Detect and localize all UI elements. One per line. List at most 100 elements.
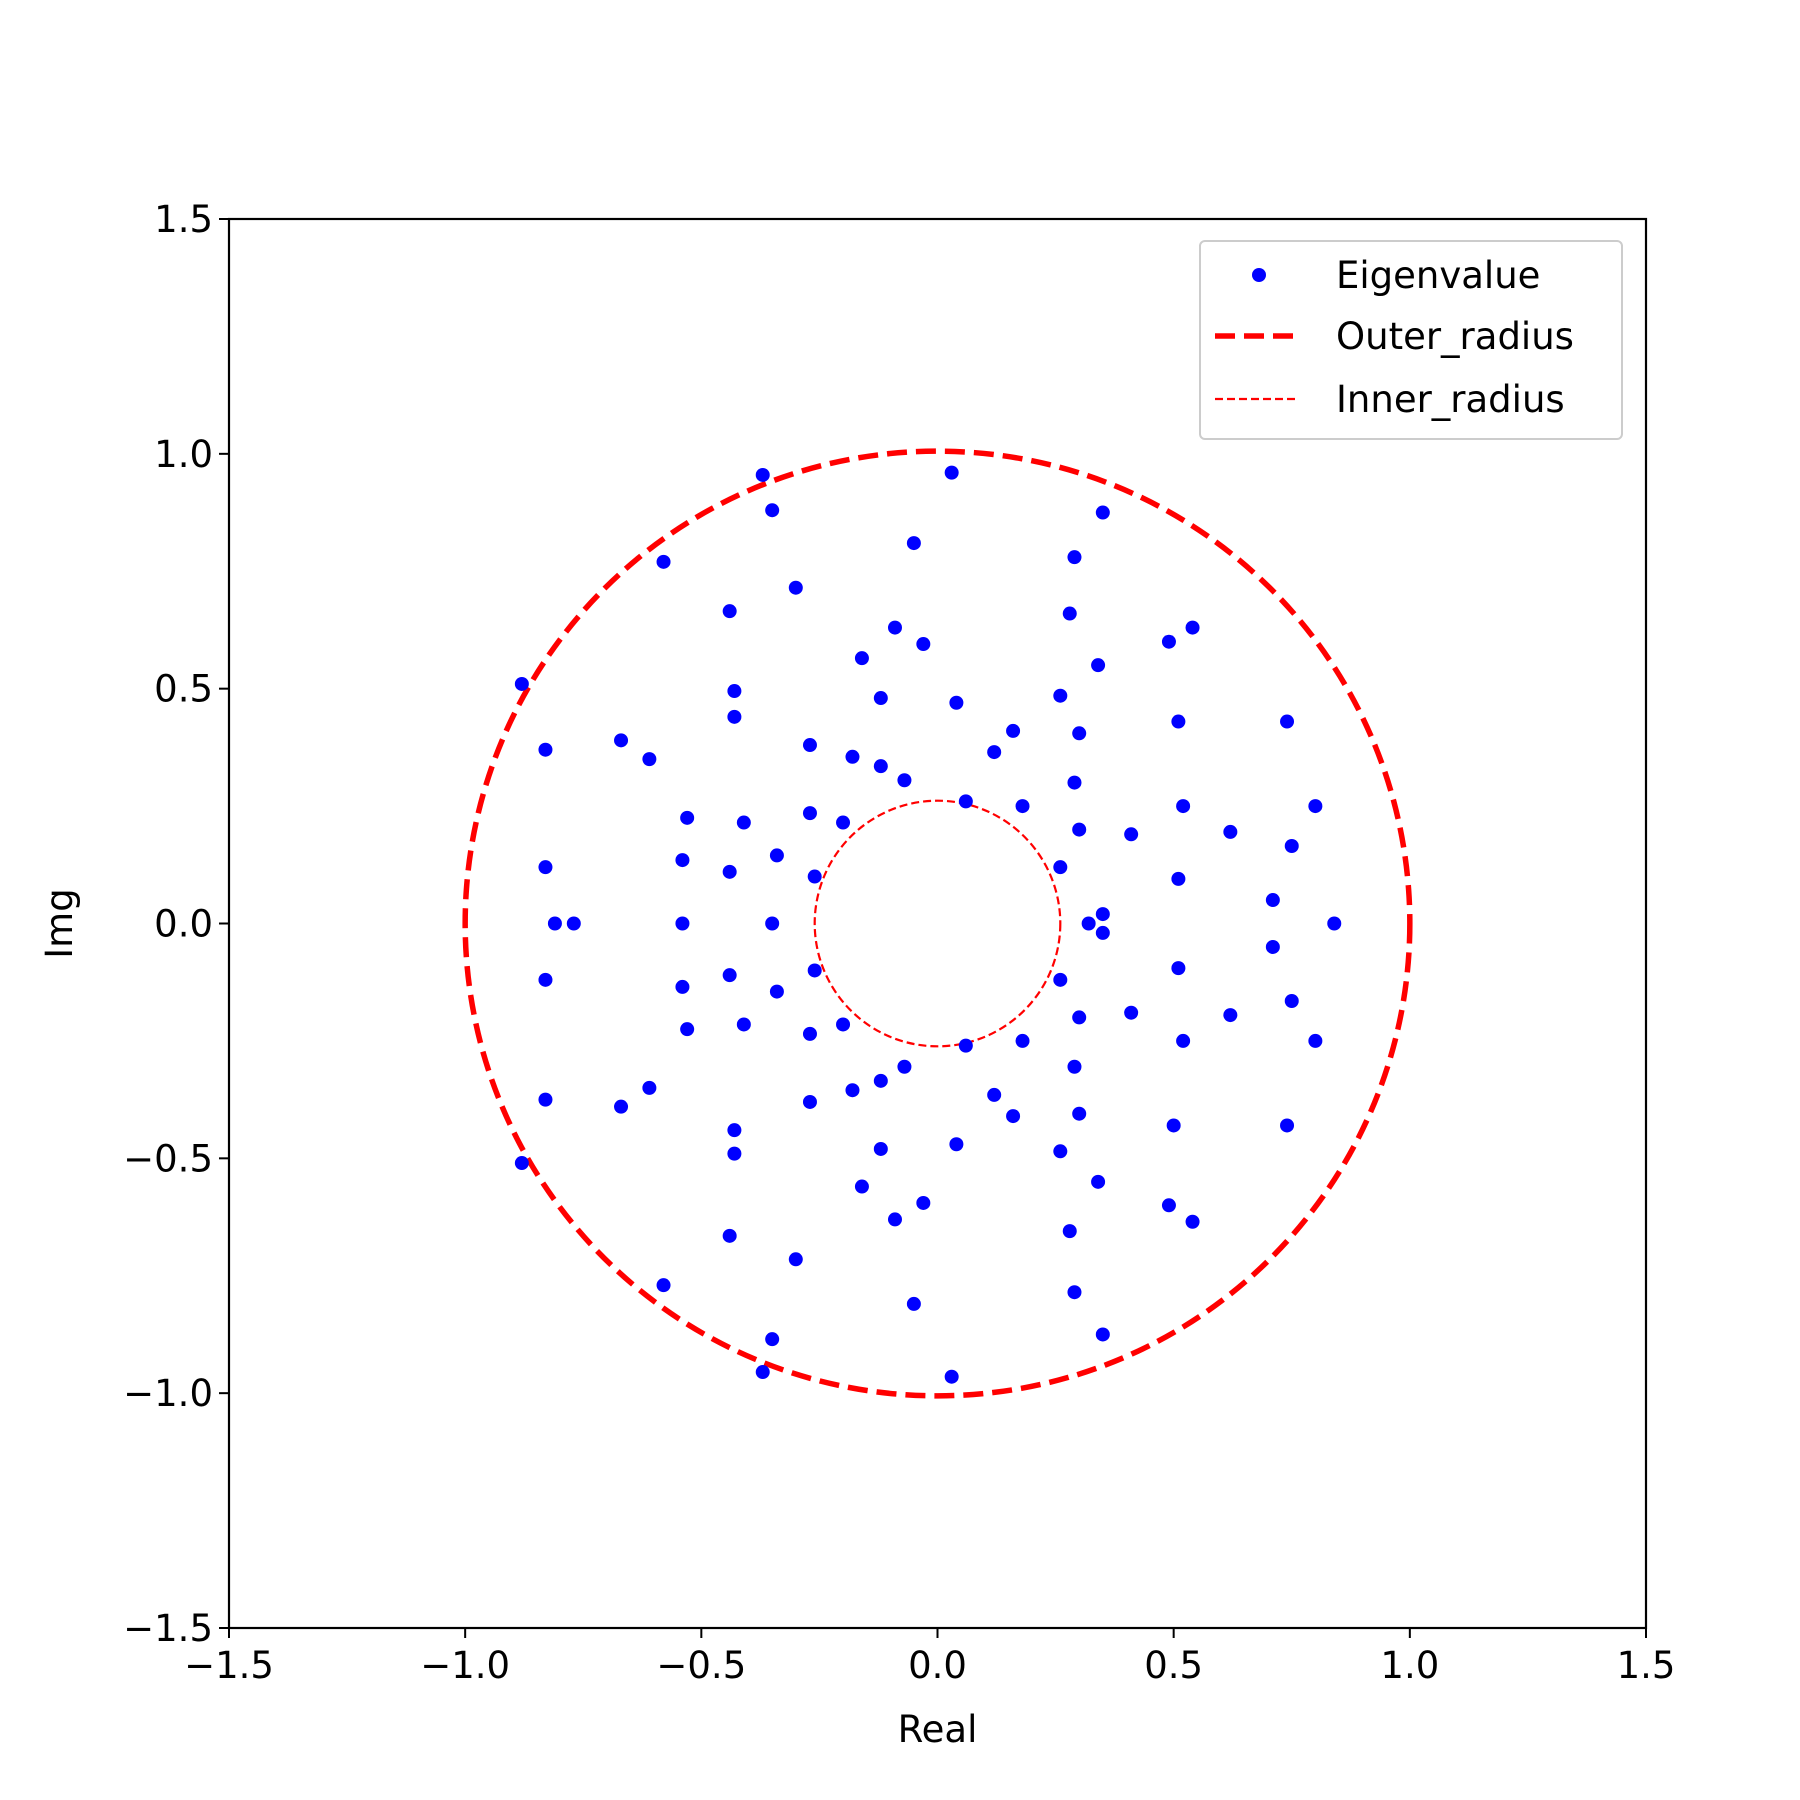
eigenvalue-point [1176,799,1191,814]
eigenvalue-point [887,620,902,635]
eigenvalue-point [1053,860,1068,875]
legend-label-outer-radius: Outer_radius [1336,315,1574,358]
eigenvalue-point [1072,1010,1087,1025]
y-tick-label: 0.5 [154,668,213,711]
eigenvalue-point [1161,1198,1176,1213]
eigenvalue-point [514,1156,529,1171]
x-tick-label: 1.5 [1617,1644,1676,1687]
eigenvalue-point [845,749,860,764]
eigenvalue-point [675,853,690,868]
eigenvalue-point [1091,1174,1106,1189]
y-tick-label: −0.5 [123,1137,213,1180]
eigenvalue-point [788,580,803,595]
x-tick-label: −0.5 [656,1644,746,1687]
eigenvalue-point [916,637,931,652]
eigenvalue-point [906,536,921,551]
y-tick-label: 1.0 [154,433,213,476]
eigenvalue-point [1095,907,1110,922]
eigenvalue-point [727,684,742,699]
eigenvalue-point [675,979,690,994]
eigenvalue-point [854,651,869,666]
eigenvalue-point [807,869,822,884]
eigenvalue-point [1053,972,1068,987]
eigenvalue-point [897,773,912,788]
eigenvalue-point [897,1059,912,1074]
eigenvalue-point [1166,1118,1181,1133]
x-tick-label: 0.5 [1144,1644,1203,1687]
eigenvalue-point [1171,961,1186,976]
eigenvalue-point [642,1080,657,1095]
eigenvalue-point [949,1137,964,1152]
x-tick-label: −1.0 [420,1644,510,1687]
y-tick-label: −1.0 [123,1372,213,1415]
eigenvalue-point [1171,871,1186,886]
eigenvalue-point [538,1092,553,1107]
eigenvalue-point [1265,939,1280,954]
eigenvalue-points [514,465,1342,1384]
eigenvalue-point [1053,1144,1068,1159]
eigenvalue-point [958,794,973,809]
eigenvalue-point [765,503,780,518]
eigenvalue-point [845,1083,860,1098]
eigenvalue-point [802,806,817,821]
eigenvalue-point [1081,916,1096,931]
eigenvalue-point [1176,1033,1191,1048]
eigenvalue-point [1185,1214,1200,1229]
legend-label-eigenvalue: Eigenvalue [1336,254,1540,297]
eigenvalue-point [722,1228,737,1243]
eigenvalue-point [1091,658,1106,673]
eigenvalue-point [722,864,737,879]
eigenvalue-point [614,733,629,748]
eigenvalue-point [836,815,851,830]
eigenvalue-point [788,1252,803,1267]
eigenvalue-point [836,1017,851,1032]
eigenvalue-point [1067,1285,1082,1300]
eigenvalue-point [916,1195,931,1210]
eigenvalue-point [765,916,780,931]
eigenvalue-point [1171,714,1186,729]
eigenvalue-point [1067,1059,1082,1074]
eigenvalue-point [873,691,888,706]
eigenvalue-point [906,1296,921,1311]
eigenvalue-point [1308,799,1323,814]
eigenvalue-point [1327,916,1342,931]
y-tick-label: 1.5 [154,198,213,241]
eigenvalue-point [538,860,553,875]
eigenvalue-point [727,1123,742,1138]
x-tick-label: 1.0 [1380,1644,1439,1687]
eigenvalue-point [722,968,737,983]
eigenvalue-point [873,1141,888,1156]
eigenvalue-point [1284,839,1299,854]
y-axis-label: Img [38,888,81,958]
eigenvalue-point [1280,1118,1295,1133]
eigenvalue-point [656,554,671,569]
legend-label-inner-radius: Inner_radius [1336,378,1565,421]
eigenvalue-point [1015,799,1030,814]
eigenvalue-point [1280,714,1295,729]
eigenvalue-point [1053,688,1068,703]
x-tick-label: 0.0 [908,1644,967,1687]
eigenvalue-point [727,1146,742,1161]
eigenvalue-point [769,848,784,863]
eigenvalue-point [1067,550,1082,565]
eigenvalue-point [944,1369,959,1384]
eigenvalue-point [614,1099,629,1114]
eigenvalue-point [1223,824,1238,839]
eigenvalue-point [566,916,581,931]
eigenvalue-point [802,738,817,753]
eigenvalue-point [769,984,784,999]
eigenvalue-point [1284,993,1299,1008]
eigenvalue-point [1095,505,1110,520]
eigenvalue-point [1072,822,1087,837]
eigenvalue-point [1072,726,1087,741]
eigenvalue-point [873,759,888,774]
eigenvalue-point [1006,723,1021,738]
eigenvalue-point [736,815,751,830]
eigenvalue-point [727,709,742,724]
eigenvalue-point [1095,925,1110,940]
eigenvalue-point [873,1073,888,1088]
y-tick-label: 0.0 [154,903,213,946]
eigenvalue-point [987,745,1002,760]
eigenvalue-point [755,1365,770,1380]
legend: Eigenvalue Outer_radius Inner_radius [1199,240,1623,440]
